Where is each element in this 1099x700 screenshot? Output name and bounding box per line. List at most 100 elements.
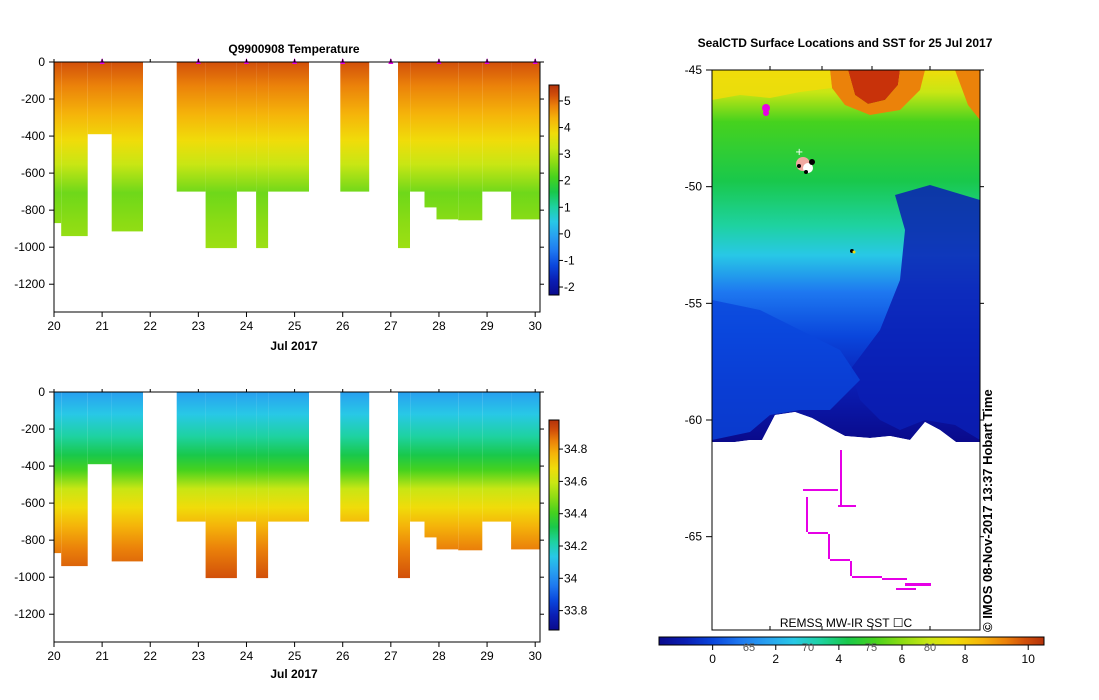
- profile-column-12: [424, 392, 437, 538]
- profile-column-7: [256, 62, 269, 249]
- x-tick-label: 21: [95, 649, 109, 663]
- colorbar-tick-label: 33.8: [564, 604, 588, 618]
- profile-column-6: [236, 62, 257, 192]
- colorbar-tick-label: 34: [564, 571, 578, 585]
- map-colorbar-label: REMSS MW-IR SST ☐C: [780, 616, 913, 630]
- profile-column-9: [340, 392, 370, 522]
- profile-column-10: [398, 392, 410, 579]
- sst-warm-patch-east: [955, 70, 980, 120]
- profile-column-14: [458, 392, 483, 551]
- salinity-xlabel: Jul 2017: [270, 667, 318, 681]
- colorbar-tick-label: 3: [564, 147, 571, 161]
- salinity-section-plot: 0 -200 -400 -600 -800 -1000 -1200 20 21 22 23 24 25…: [14, 385, 587, 681]
- sst-cold-west: [712, 300, 860, 440]
- lat-tick-label: -60: [685, 413, 703, 427]
- profile-column-15: [482, 62, 512, 192]
- y-tick-label: 0: [38, 55, 45, 69]
- sst-colorbar-ticks: 0 2 4 6 8 10 65 70 75 80: [709, 642, 1035, 666]
- map-lat-ticks: -45 -50 -55 -60 -65: [685, 63, 984, 544]
- profile-column-16: [511, 62, 540, 220]
- x-tick-label: 27: [384, 319, 398, 333]
- sst-colorbar: [658, 636, 1045, 646]
- sst-map: SealCTD Surface Locations and SST for 25…: [658, 36, 1045, 666]
- x-tick-label: 29: [480, 649, 494, 663]
- colorbar-tick-label: 34.6: [564, 474, 588, 488]
- x-tick-label: 22: [144, 319, 158, 333]
- lat-tick-label: -50: [685, 180, 703, 194]
- profile-column-15: [482, 392, 512, 522]
- ice-region: [712, 442, 980, 630]
- sst-colorbar-overlay-label: 80: [924, 642, 936, 654]
- x-tick-label: 25: [288, 649, 302, 663]
- temperature-plot-frame: [53, 61, 541, 313]
- x-tick-label: 23: [192, 319, 206, 333]
- y-tick-label: -600: [21, 496, 45, 510]
- profile-column-8: [268, 392, 309, 522]
- y-tick-label: -200: [21, 92, 45, 106]
- salinity-colorbar-ticks: 34.8 34.6 34.4 34.2 34 33.8: [559, 442, 588, 618]
- x-tick-label: 21: [95, 319, 109, 333]
- profile-column-1: [61, 392, 88, 567]
- profile-column-8: [268, 62, 309, 192]
- y-tick-label: -800: [21, 203, 45, 217]
- profile-column-0: [54, 62, 62, 224]
- sst-colorbar-tick-label: 8: [962, 652, 969, 666]
- y-tick-label: -200: [21, 422, 45, 436]
- profile-column-13: [436, 62, 459, 220]
- lat-tick-label: -45: [685, 63, 703, 77]
- profile-column-5: [205, 62, 237, 249]
- ice-edge: [712, 412, 980, 460]
- sst-colorbar-overlay-label: 65: [743, 642, 755, 654]
- x-tick-label: 23: [192, 649, 206, 663]
- profile-column-5: [205, 392, 237, 579]
- profile-column-9: [340, 62, 370, 192]
- y-tick-label: -1200: [14, 277, 45, 291]
- sst-cold-east: [850, 185, 980, 440]
- map-top-ticks: [769, 66, 931, 630]
- profile-column-6: [236, 392, 257, 522]
- temperature-y-ticks: 0 -200 -400 -600 -800 -1000 -1200: [14, 55, 544, 291]
- profile-column-2: [87, 62, 112, 135]
- salinity-plot-frame: [53, 391, 541, 643]
- salinity-x-ticks: 20 21 22 23 24 25 26 27 28 29 30: [47, 389, 542, 663]
- sst-colorbar-tick-label: 0: [709, 652, 716, 666]
- x-tick-label: 30: [529, 319, 543, 333]
- x-tick-label: 26: [336, 319, 350, 333]
- sst-colorbar-tick-label: 6: [899, 652, 906, 666]
- x-tick-label: 28: [432, 649, 446, 663]
- temperature-colorbar-ticks: 5 4 3 2 1 0 -1 -2: [559, 94, 575, 294]
- profile-column-10: [398, 62, 410, 249]
- profile-column-13: [436, 392, 459, 550]
- seal-track: [762, 104, 931, 590]
- colorbar-tick-label: 34.2: [564, 539, 588, 553]
- temperature-section-plot: Q9900908 Temperature 0 -200 -400 -600 -800 -1…: [14, 42, 575, 353]
- colorbar-tick-label: 34.8: [564, 442, 588, 456]
- x-tick-label: 20: [47, 649, 61, 663]
- x-tick-label: 24: [240, 319, 254, 333]
- sst-warm-patch-edge: [830, 70, 925, 115]
- profile-column-3: [111, 392, 143, 562]
- profile-column-4: [176, 62, 206, 192]
- map-frame: [711, 69, 981, 631]
- y-tick-label: 0: [38, 385, 45, 399]
- profile-column-16: [511, 392, 540, 550]
- y-tick-label: -1000: [14, 570, 45, 584]
- x-tick-label: 26: [336, 649, 350, 663]
- map-title: SealCTD Surface Locations and SST for 25…: [698, 36, 993, 50]
- sst-colorbar-tick-label: 4: [836, 652, 843, 666]
- salinity-y-ticks: 0 -200 -400 -600 -800 -1000 -1200: [14, 385, 544, 621]
- temperature-xlabel: Jul 2017: [270, 339, 318, 353]
- profile-column-0: [54, 392, 62, 554]
- y-tick-label: -400: [21, 129, 45, 143]
- y-tick-label: -1200: [14, 607, 45, 621]
- x-tick-label: 22: [144, 649, 158, 663]
- sst-colorbar-tick-label: 2: [772, 652, 779, 666]
- x-tick-label: 24: [240, 649, 254, 663]
- sst-yellow-band: [712, 70, 832, 100]
- y-tick-label: -1000: [14, 240, 45, 254]
- sst-colorbar-overlay-label: 70: [802, 642, 814, 654]
- y-tick-label: -800: [21, 533, 45, 547]
- sst-warm-patch: [848, 70, 900, 104]
- profile-column-1: [61, 62, 88, 237]
